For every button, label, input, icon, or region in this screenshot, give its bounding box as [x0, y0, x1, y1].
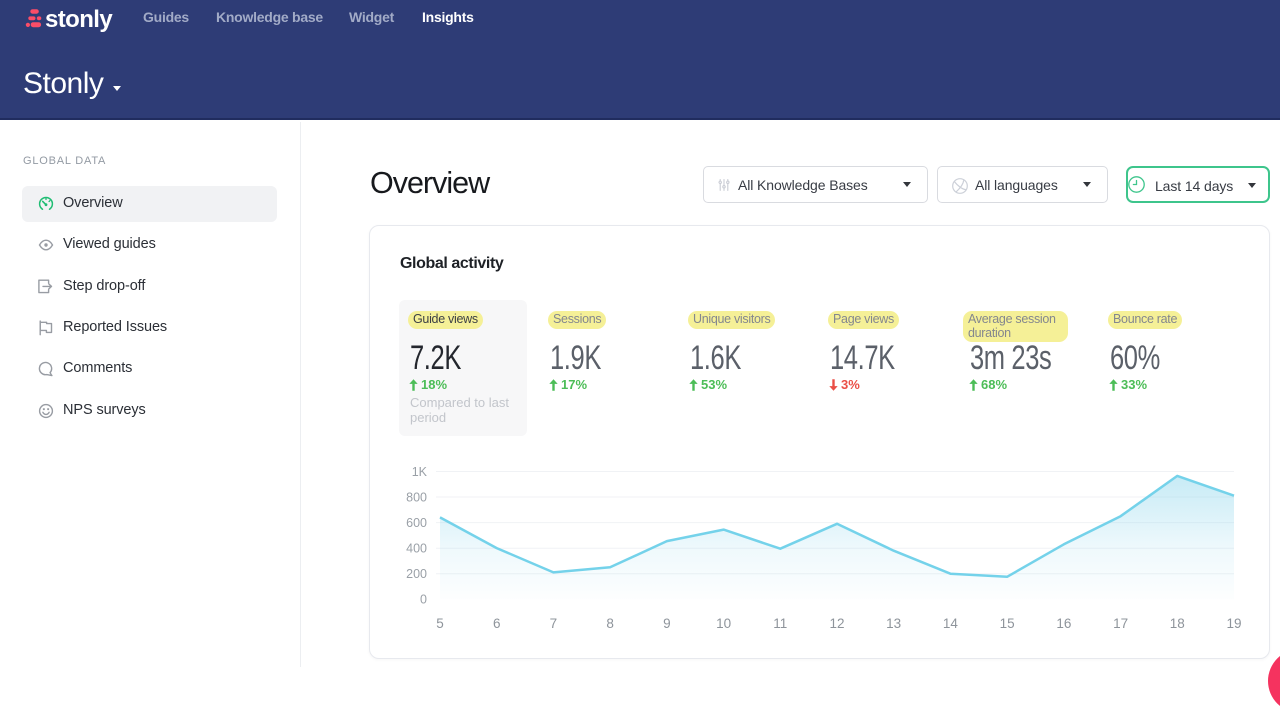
svg-text:1K: 1K [412, 465, 428, 479]
svg-text:11: 11 [773, 616, 787, 631]
svg-text:6: 6 [493, 616, 501, 631]
svg-text:16: 16 [1056, 616, 1071, 631]
svg-text:200: 200 [406, 567, 427, 581]
svg-text:9: 9 [663, 616, 671, 631]
svg-text:5: 5 [436, 616, 444, 631]
svg-text:18: 18 [1170, 616, 1185, 631]
svg-text:8: 8 [606, 616, 614, 631]
svg-text:19: 19 [1226, 616, 1241, 631]
svg-text:12: 12 [829, 616, 844, 631]
svg-text:13: 13 [886, 616, 901, 631]
svg-text:14: 14 [943, 616, 959, 631]
svg-text:0: 0 [420, 593, 427, 607]
svg-text:17: 17 [1113, 616, 1128, 631]
svg-text:600: 600 [406, 516, 427, 530]
svg-text:7: 7 [550, 616, 558, 631]
svg-text:800: 800 [406, 491, 427, 505]
svg-text:15: 15 [1000, 616, 1015, 631]
svg-text:400: 400 [406, 542, 427, 556]
svg-text:10: 10 [716, 616, 731, 631]
